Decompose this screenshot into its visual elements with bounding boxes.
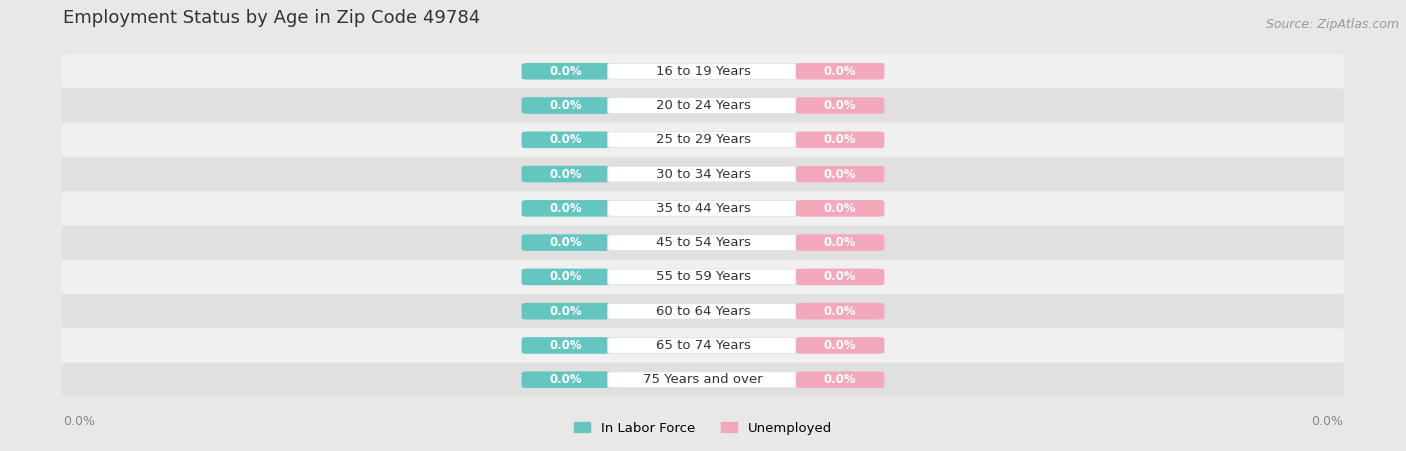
Text: 0.0%: 0.0% bbox=[550, 236, 582, 249]
Text: Source: ZipAtlas.com: Source: ZipAtlas.com bbox=[1265, 18, 1399, 31]
Text: 25 to 29 Years: 25 to 29 Years bbox=[655, 133, 751, 146]
Text: 0.0%: 0.0% bbox=[550, 305, 582, 318]
Legend: In Labor Force, Unemployed: In Labor Force, Unemployed bbox=[569, 416, 837, 440]
Text: 0.0%: 0.0% bbox=[824, 271, 856, 283]
Text: 0.0%: 0.0% bbox=[824, 168, 856, 180]
Text: 0.0%: 0.0% bbox=[550, 99, 582, 112]
Text: 65 to 74 Years: 65 to 74 Years bbox=[655, 339, 751, 352]
Text: 55 to 59 Years: 55 to 59 Years bbox=[655, 271, 751, 283]
Text: 45 to 54 Years: 45 to 54 Years bbox=[655, 236, 751, 249]
Text: 0.0%: 0.0% bbox=[550, 168, 582, 180]
Text: 0.0%: 0.0% bbox=[63, 415, 96, 428]
Text: 16 to 19 Years: 16 to 19 Years bbox=[655, 65, 751, 78]
Text: 0.0%: 0.0% bbox=[550, 339, 582, 352]
Text: 0.0%: 0.0% bbox=[824, 133, 856, 146]
Text: 20 to 24 Years: 20 to 24 Years bbox=[655, 99, 751, 112]
Text: 60 to 64 Years: 60 to 64 Years bbox=[655, 305, 751, 318]
Text: 0.0%: 0.0% bbox=[824, 236, 856, 249]
Text: 0.0%: 0.0% bbox=[550, 202, 582, 215]
Text: 0.0%: 0.0% bbox=[550, 373, 582, 386]
Text: 0.0%: 0.0% bbox=[550, 65, 582, 78]
Text: 0.0%: 0.0% bbox=[824, 202, 856, 215]
Text: 0.0%: 0.0% bbox=[1310, 415, 1343, 428]
Text: 0.0%: 0.0% bbox=[824, 99, 856, 112]
Text: 35 to 44 Years: 35 to 44 Years bbox=[655, 202, 751, 215]
Text: 75 Years and over: 75 Years and over bbox=[643, 373, 763, 386]
Text: 0.0%: 0.0% bbox=[550, 271, 582, 283]
Text: 0.0%: 0.0% bbox=[824, 373, 856, 386]
Text: 0.0%: 0.0% bbox=[824, 339, 856, 352]
Text: 0.0%: 0.0% bbox=[824, 305, 856, 318]
Text: 0.0%: 0.0% bbox=[824, 65, 856, 78]
Text: 30 to 34 Years: 30 to 34 Years bbox=[655, 168, 751, 180]
Text: 0.0%: 0.0% bbox=[550, 133, 582, 146]
Text: Employment Status by Age in Zip Code 49784: Employment Status by Age in Zip Code 497… bbox=[63, 9, 481, 27]
